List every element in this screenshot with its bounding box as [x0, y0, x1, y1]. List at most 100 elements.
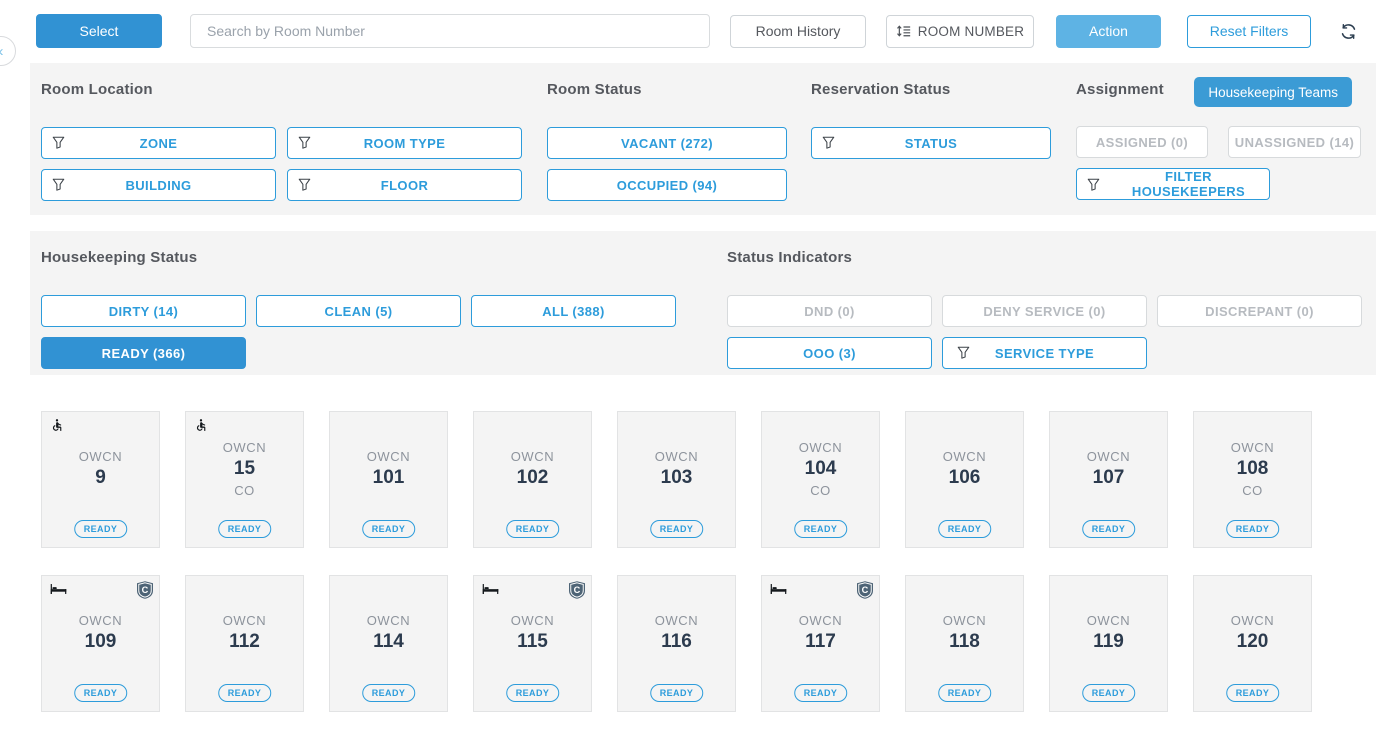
room-card[interactable]: C OWCN 118 READY	[905, 575, 1024, 712]
room-card[interactable]: C OWCN 116 READY	[617, 575, 736, 712]
unassigned-filter-button[interactable]: UNASSIGNED (14)	[1228, 126, 1361, 158]
room-card-body: OWCN 117	[762, 576, 879, 711]
shield-c-icon: C	[569, 581, 585, 604]
dnd-filter-button[interactable]: DND (0)	[727, 295, 932, 327]
building-filter-button[interactable]: BUILDING	[41, 169, 276, 201]
room-card[interactable]: C OWCN 15 CO READY	[185, 411, 304, 548]
funnel-icon	[1087, 178, 1100, 191]
room-type-code: OWCN	[1086, 612, 1131, 628]
room-number: 112	[229, 630, 260, 652]
room-card[interactable]: C OWCN 103 READY	[617, 411, 736, 548]
room-status-badge: READY	[793, 684, 848, 702]
discrepant-filter-button[interactable]: DISCREPANT (0)	[1157, 295, 1362, 327]
room-number: 115	[517, 630, 548, 652]
room-status-badge: READY	[793, 520, 848, 538]
bed-icon	[482, 582, 499, 600]
room-number: 117	[805, 630, 836, 652]
room-type-code: OWCN	[510, 612, 555, 628]
room-card[interactable]: C OWCN 107 READY	[1049, 411, 1168, 548]
room-card-body: OWCN 120	[1194, 576, 1311, 711]
vacant-filter-button[interactable]: VACANT (272)	[547, 127, 787, 159]
accessible-icon	[50, 418, 64, 437]
room-status-badge: READY	[217, 684, 272, 702]
filter-housekeepers-button[interactable]: FILTER HOUSEKEEPERS	[1076, 168, 1270, 200]
room-card[interactable]: C OWCN 101 READY	[329, 411, 448, 548]
room-card-body: OWCN 118	[906, 576, 1023, 711]
dirty-filter-button[interactable]: DIRTY (14)	[41, 295, 246, 327]
room-type-code: OWCN	[510, 448, 555, 464]
room-card-body: OWCN 102	[474, 412, 591, 547]
room-number: 109	[84, 630, 117, 652]
room-location-title: Room Location	[41, 81, 153, 98]
room-number: 120	[1236, 630, 1269, 652]
floor-label: FLOOR	[380, 177, 429, 193]
room-type-code: OWCN	[1086, 448, 1131, 464]
room-card[interactable]: C OWCN 112 READY	[185, 575, 304, 712]
filter-housekeepers-label: FILTER HOUSEKEEPERS	[1131, 169, 1246, 199]
ready-filter-button[interactable]: READY (366)	[41, 337, 246, 369]
svg-text:C: C	[574, 585, 581, 595]
room-type-filter-button[interactable]: ROOM TYPE	[287, 127, 522, 159]
reservation-code: CO	[234, 482, 255, 498]
refresh-icon[interactable]	[1339, 22, 1358, 41]
room-status-badge: READY	[361, 684, 416, 702]
room-status-badge: READY	[73, 520, 128, 538]
status-filter-button[interactable]: STATUS	[811, 127, 1051, 159]
deny-service-filter-button[interactable]: DENY SERVICE (0)	[942, 295, 1147, 327]
filter-panel-hk-status: Housekeeping Status DIRTY (14) CLEAN (5)…	[30, 231, 1376, 375]
room-type-code: OWCN	[798, 439, 843, 455]
room-card[interactable]: C OWCN 114 READY	[329, 575, 448, 712]
room-number: 119	[1093, 630, 1124, 652]
zone-filter-button[interactable]: ZONE	[41, 127, 276, 159]
room-type-code: OWCN	[78, 448, 123, 464]
sort-label: ROOM NUMBER	[917, 23, 1025, 39]
floor-filter-button[interactable]: FLOOR	[287, 169, 522, 201]
action-button[interactable]: Action	[1056, 14, 1161, 48]
room-history-button[interactable]: Room History	[730, 14, 866, 48]
search-input[interactable]	[190, 14, 710, 48]
room-card[interactable]: C OWCN 106 READY	[905, 411, 1024, 548]
room-type-code: OWCN	[942, 612, 987, 628]
all-filter-button[interactable]: ALL (388)	[471, 295, 676, 327]
room-number: 104	[804, 457, 837, 479]
room-number: 107	[1092, 466, 1125, 488]
housekeeping-teams-button[interactable]: Housekeeping Teams	[1194, 77, 1352, 107]
sort-by-room-number-button[interactable]: ROOM NUMBER	[886, 14, 1034, 48]
toolbar: ‹ Select Room History ROOM NUMBER Action…	[0, 0, 1384, 66]
section-room-location: Room Location ZONE ROOM TYPE	[41, 81, 547, 201]
room-card-body: OWCN 103	[618, 412, 735, 547]
reset-filters-button[interactable]: Reset Filters	[1187, 14, 1311, 48]
funnel-icon	[957, 346, 970, 362]
room-card[interactable]: C OWCN 102 READY	[473, 411, 592, 548]
room-card[interactable]: C OWCN 120 READY	[1193, 575, 1312, 712]
room-card[interactable]: C OWCN 108 CO READY	[1193, 411, 1312, 548]
room-card-body: OWCN 106	[906, 412, 1023, 547]
select-button[interactable]: Select	[36, 14, 162, 48]
room-grid: C OWCN 9 READY C OWCN 15 CO READY	[41, 411, 1384, 712]
room-card[interactable]: C OWCN 117 READY	[761, 575, 880, 712]
room-card[interactable]: C OWCN 9 READY	[41, 411, 160, 548]
shield-c-icon: C	[857, 581, 873, 604]
room-type-code: OWCN	[78, 612, 123, 628]
section-status-indicators: Status Indicators DND (0) DENY SERVICE (…	[727, 249, 1365, 369]
room-card[interactable]: C OWCN 115 READY	[473, 575, 592, 712]
room-status-badge: READY	[1225, 520, 1280, 538]
room-type-code: OWCN	[222, 612, 267, 628]
occupied-filter-button[interactable]: OCCUPIED (94)	[547, 169, 787, 201]
room-number: 9	[95, 466, 106, 488]
service-type-filter-button[interactable]: SERVICE TYPE	[942, 337, 1147, 369]
room-status-badge: READY	[505, 684, 560, 702]
room-card[interactable]: C OWCN 109 READY	[41, 575, 160, 712]
clean-filter-button[interactable]: CLEAN (5)	[256, 295, 461, 327]
collapse-panel-button[interactable]: ‹	[0, 36, 16, 66]
ooo-filter-button[interactable]: OOO (3)	[727, 337, 932, 369]
zone-label: ZONE	[139, 135, 178, 151]
svg-text:C: C	[142, 585, 149, 595]
section-room-status: Room Status VACANT (272) OCCUPIED (94)	[547, 81, 811, 201]
assigned-filter-button[interactable]: ASSIGNED (0)	[1076, 126, 1208, 158]
room-card[interactable]: C OWCN 104 CO READY	[761, 411, 880, 548]
room-type-code: OWCN	[366, 448, 411, 464]
sort-icon	[896, 24, 911, 38]
funnel-icon	[52, 178, 65, 194]
room-card[interactable]: C OWCN 119 READY	[1049, 575, 1168, 712]
